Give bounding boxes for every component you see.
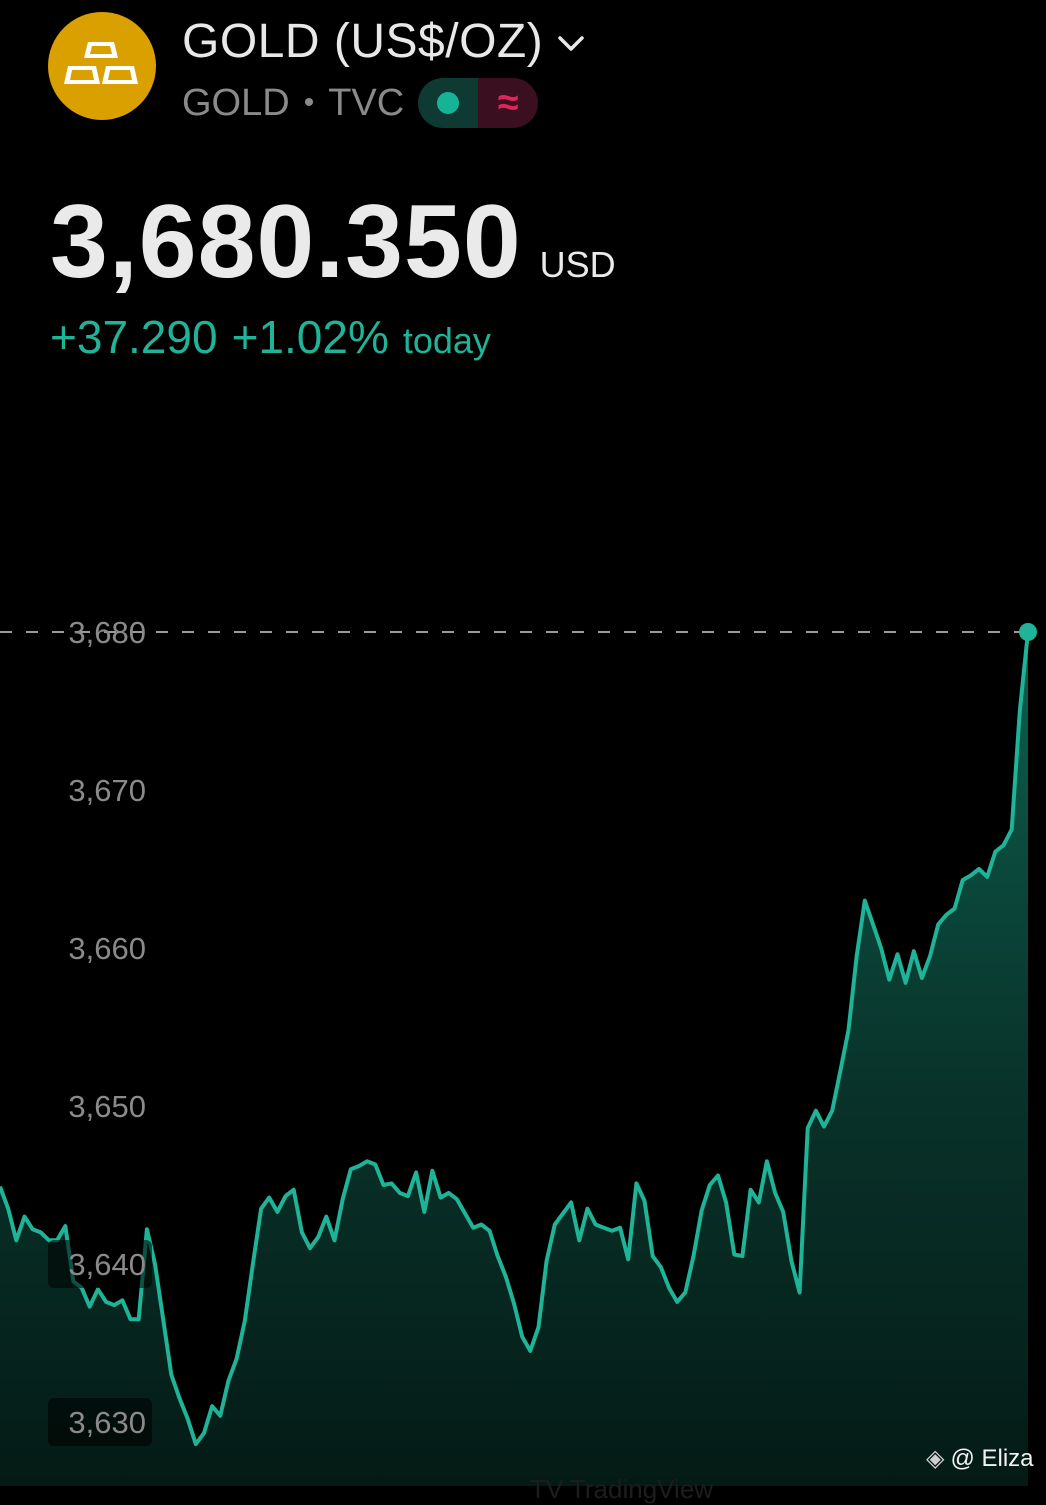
symbol-header: GOLD (US$/OZ) GOLD • TVC ≈	[48, 12, 1008, 132]
author-label: @ Eliza	[950, 1444, 1034, 1472]
gold-bars-icon	[48, 12, 156, 120]
tradingview-watermark: TV TradingView	[530, 1474, 714, 1504]
delayed-data-icon: ≈	[478, 78, 539, 128]
y-tick-bg	[48, 1398, 152, 1446]
change-value: +37.290	[50, 311, 218, 363]
symbol-subtitle: GOLD • TVC ≈	[182, 78, 539, 128]
author-tag: ◈ @ Eliza	[926, 1444, 1034, 1473]
price-change: +37.290 +1.02% today	[50, 310, 491, 364]
market-open-icon	[418, 78, 479, 128]
separator-dot: •	[303, 86, 315, 119]
binance-diamond-icon: ◈	[926, 1445, 945, 1472]
change-period: today	[402, 320, 491, 361]
y-tick-label: 3,660	[68, 931, 146, 966]
ticker-label: GOLD	[182, 81, 290, 124]
last-price-marker	[1019, 623, 1037, 641]
price-display: 3,680.350 USD	[50, 190, 616, 294]
y-tick-label: 3,630	[68, 1405, 146, 1440]
price-line	[0, 631, 1030, 1447]
symbol-title[interactable]: GOLD (US$/OZ)	[182, 15, 544, 68]
symbol-title-dropdown[interactable]: GOLD (US$/OZ)	[182, 14, 585, 69]
currency-label: USD	[539, 244, 616, 285]
last-price: 3,680.350	[50, 184, 522, 300]
chevron-down-icon[interactable]	[557, 35, 585, 53]
price-chart[interactable]: 3,680 3,670 3,660 3,650 3,640 3,630	[0, 560, 1046, 1486]
y-tick-bg	[48, 1240, 152, 1288]
market-status-badge[interactable]: ≈	[418, 78, 539, 128]
y-tick-label: 3,650	[68, 1089, 146, 1124]
y-tick-label: 3,640	[68, 1247, 146, 1282]
exchange-label: TVC	[328, 81, 405, 124]
y-tick-label: 3,680	[68, 615, 146, 650]
price-area	[0, 632, 1028, 1486]
y-tick-label: 3,670	[68, 773, 146, 808]
change-percent: +1.02%	[231, 311, 389, 363]
